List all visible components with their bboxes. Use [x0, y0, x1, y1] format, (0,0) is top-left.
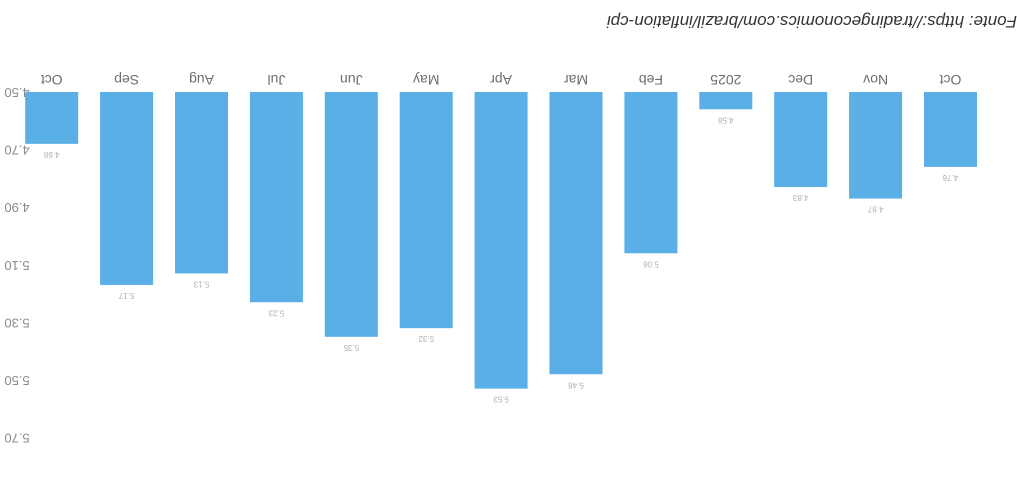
bar [249, 92, 303, 303]
y-tick-label: 4.70 [4, 143, 29, 158]
x-tick-label: May [413, 72, 439, 88]
x-tick-label: 2025 [710, 72, 741, 88]
bar-value-label: 4.68 [43, 150, 59, 159]
bar [699, 92, 753, 110]
bar-value-label: 4.87 [867, 205, 883, 214]
x-tick-label: Aug [189, 72, 214, 88]
bar [549, 92, 603, 375]
y-tick-label: 5.50 [4, 373, 29, 388]
bar-value-label: 4.83 [792, 193, 808, 202]
bar [774, 92, 828, 188]
x-tick-label: Oct [940, 72, 962, 88]
x-tick-label: Dec [788, 72, 813, 88]
x-tick-label: Jun [340, 72, 363, 88]
x-tick-label: Jul [267, 72, 285, 88]
y-tick-label: 5.10 [4, 258, 29, 273]
x-tick-label: Feb [639, 72, 663, 88]
bar-value-label: 5.17 [118, 291, 134, 300]
bar [924, 92, 977, 167]
bar [474, 92, 528, 389]
bar-value-label: 5.23 [268, 308, 284, 317]
bar [399, 92, 453, 329]
bar-value-label: 5.35 [343, 343, 359, 352]
bar-value-label: 4.76 [942, 173, 958, 182]
bar [100, 92, 154, 285]
bar [624, 92, 678, 254]
bar-value-label: 5.13 [193, 279, 209, 288]
y-tick-label: 5.70 [4, 431, 29, 446]
x-tick-label: Nov [863, 72, 888, 88]
bar-value-label: 5.32 [418, 334, 434, 343]
y-tick-label: 4.90 [4, 200, 29, 215]
bar-value-label: 5.48 [568, 380, 584, 389]
x-tick-label: Apr [490, 72, 512, 88]
source-note: Fonte: https://tradingeconomics.com/braz… [606, 12, 1017, 31]
bar [324, 92, 378, 337]
bar-value-label: 4.56 [717, 115, 733, 124]
bar [849, 92, 903, 199]
bar [25, 92, 79, 144]
y-tick-label: 5.30 [4, 315, 29, 330]
x-tick-label: Oct [41, 72, 63, 88]
y-tick-label: 4.50 [4, 85, 29, 100]
bar-value-label: 5.53 [493, 395, 509, 404]
bar [175, 92, 228, 274]
x-tick-label: Sep [114, 72, 139, 88]
x-tick-label: Mar [564, 72, 588, 88]
bar-value-label: 5.06 [643, 259, 659, 268]
